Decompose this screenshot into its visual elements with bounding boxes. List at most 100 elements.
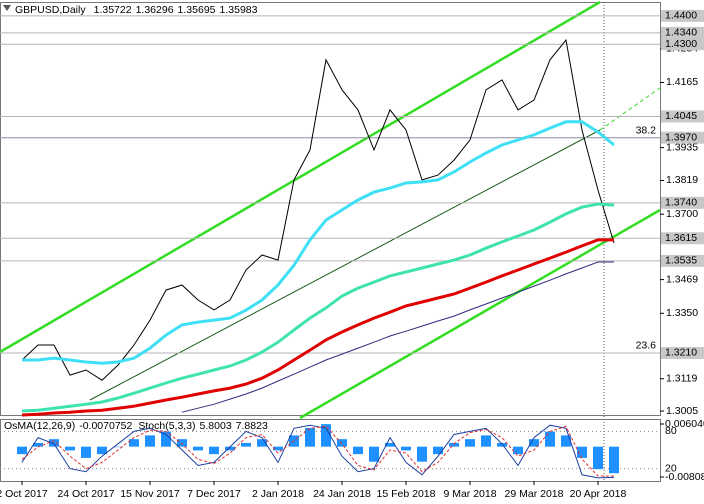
chart-title: GBPUSD,Daily bbox=[15, 4, 86, 16]
osma-bar bbox=[177, 439, 187, 447]
price-pane-frame bbox=[0, 2, 661, 416]
level-label: 1.3535 bbox=[665, 255, 697, 267]
level-label: 1.3615 bbox=[665, 232, 697, 244]
osma-bar bbox=[321, 424, 331, 447]
indicator-name: Stoch(5,3,3) bbox=[138, 420, 195, 432]
level-label-box bbox=[661, 254, 704, 267]
y-tick-label: -0.008080 bbox=[665, 471, 704, 483]
y-tick-label: 0.006040 bbox=[665, 418, 704, 430]
ohlc-value: 1.35983 bbox=[220, 4, 258, 16]
osma-bar bbox=[561, 435, 571, 447]
level-label: 1.4045 bbox=[665, 110, 697, 122]
osma-bar bbox=[161, 431, 171, 447]
trend-line-extension bbox=[599, 87, 661, 131]
ohlc-value: 1.36296 bbox=[136, 4, 174, 16]
moving-average bbox=[21, 238, 614, 417]
oscillator-header: OsMA(12,26,9) -0.0070752 Stoch(5,3,3) 5.800… bbox=[4, 420, 268, 432]
osma-bar bbox=[385, 442, 395, 447]
x-tick-label: 15 Feb 2018 bbox=[377, 488, 436, 500]
osma-bar bbox=[593, 446, 603, 470]
osma-bar bbox=[369, 446, 379, 462]
osma-bar bbox=[401, 446, 411, 451]
level-label-box bbox=[661, 110, 704, 123]
y2-tick-label: 80 bbox=[665, 425, 677, 437]
osma-bar bbox=[465, 439, 475, 447]
chart-header: GBPUSD,Daily 1.35722 1.36296 1.35695 1.35983 bbox=[15, 4, 258, 16]
x-tick-label: 29 Mar 2018 bbox=[505, 488, 564, 500]
osma-bar bbox=[209, 446, 219, 455]
osma-bar bbox=[545, 431, 555, 447]
y-tick-label: 1.4165 bbox=[666, 76, 698, 88]
level-label-box bbox=[661, 131, 704, 144]
level-label: 1.4400 bbox=[665, 10, 697, 22]
y-tick-label: 1.3119 bbox=[666, 373, 697, 385]
osma-bar bbox=[513, 446, 523, 455]
channel-upper bbox=[0, 0, 601, 354]
osma-bar bbox=[33, 442, 43, 447]
x-tick-label: 2 Jan 2018 bbox=[252, 488, 304, 500]
osma-bar bbox=[529, 439, 539, 447]
osma-bar bbox=[481, 435, 491, 447]
x-tick-label: 20 Apr 2018 bbox=[570, 488, 627, 500]
y2-tick-label: 20 bbox=[665, 462, 677, 474]
osma-bar bbox=[353, 446, 363, 455]
level-label-box bbox=[661, 26, 704, 39]
moving-average bbox=[181, 261, 614, 413]
osma-bar bbox=[49, 439, 59, 447]
level-label: 1.4340 bbox=[665, 27, 697, 39]
osma-bar bbox=[273, 446, 283, 451]
level-label: 1.3210 bbox=[665, 347, 697, 359]
indicator-name: OsMA(12,26,9) bbox=[4, 420, 75, 432]
osma-bar bbox=[65, 446, 75, 451]
osma-bar bbox=[145, 435, 155, 447]
x-tick-label: 15 Nov 2017 bbox=[120, 488, 180, 500]
osma-bar bbox=[17, 446, 27, 455]
y-tick-label: 1.3005 bbox=[666, 405, 698, 417]
x-tick-label: 2 Oct 2017 bbox=[0, 488, 48, 500]
y-tick-label: 1.3700 bbox=[666, 208, 698, 220]
level-label: 1.3740 bbox=[665, 197, 697, 209]
indicator-value: 5.8003 bbox=[200, 420, 232, 432]
osma-bar bbox=[417, 446, 427, 462]
symbol-icon bbox=[3, 5, 11, 11]
x-tick-label: 24 Oct 2017 bbox=[57, 488, 114, 500]
osma-bar bbox=[433, 446, 443, 455]
trend-line bbox=[89, 129, 601, 401]
channel-lower bbox=[299, 208, 661, 420]
level-label: 1.3970 bbox=[665, 131, 697, 143]
moving-average bbox=[22, 120, 615, 365]
osma-bar bbox=[81, 446, 91, 458]
ohlc-value: 1.35695 bbox=[178, 4, 216, 16]
moving-average bbox=[21, 202, 615, 413]
osma-bar bbox=[449, 442, 459, 447]
indicator-value: -0.0070752 bbox=[79, 420, 132, 432]
osma-bar bbox=[577, 446, 587, 458]
osma-bar bbox=[129, 439, 139, 447]
fibo-label: 23.6 bbox=[636, 340, 657, 352]
x-tick-label: 24 Jan 2018 bbox=[313, 488, 371, 500]
y-tick-label: 1.3935 bbox=[666, 141, 698, 153]
level-label: 1.4300 bbox=[665, 38, 697, 50]
osma-bar bbox=[305, 427, 315, 447]
osma-bar bbox=[97, 446, 107, 455]
osma-bar bbox=[225, 446, 235, 451]
osma-bar bbox=[193, 446, 203, 451]
level-label-box bbox=[661, 196, 704, 209]
indicator-value: 7.8823 bbox=[236, 420, 268, 432]
level-label-box bbox=[661, 232, 704, 245]
oscillator-pane-frame bbox=[0, 419, 661, 482]
osma-bar bbox=[113, 446, 123, 448]
level-label-box bbox=[661, 9, 704, 22]
x-tick-label: 7 Dec 2017 bbox=[187, 488, 241, 500]
level-label-box bbox=[661, 38, 704, 51]
y-tick-label: 1.3350 bbox=[666, 307, 698, 319]
level-label-box bbox=[661, 346, 704, 359]
osma-bar bbox=[497, 442, 507, 447]
stochastic-line bbox=[21, 425, 615, 477]
ohlc-value: 1.35722 bbox=[94, 4, 132, 16]
osma-bar bbox=[609, 446, 619, 474]
osma-bar bbox=[241, 442, 251, 447]
x-tick-label: 9 Mar 2018 bbox=[443, 488, 496, 500]
osma-bar bbox=[337, 439, 347, 447]
